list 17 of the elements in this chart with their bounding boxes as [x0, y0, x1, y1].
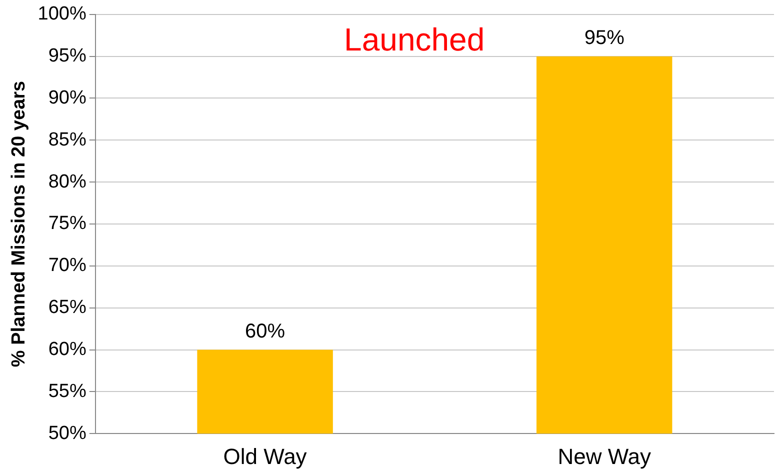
- y-tick-label: 75%: [48, 213, 86, 234]
- data-label: 60%: [245, 320, 286, 342]
- y-tick-label: 85%: [48, 129, 86, 150]
- y-tick-label: 65%: [48, 297, 86, 318]
- x-tick-label: Old Way: [223, 444, 307, 469]
- y-tick-label: 90%: [48, 87, 86, 108]
- annotation: Launched: [344, 21, 485, 58]
- y-tick-label: 55%: [48, 380, 86, 402]
- data-label: 95%: [584, 26, 625, 49]
- x-tick-label: New Way: [558, 444, 652, 469]
- y-tick-label: 50%: [48, 422, 86, 444]
- y-tick-label: 95%: [48, 46, 86, 67]
- y-tick-label: 60%: [48, 338, 86, 360]
- y-tick-label: 80%: [48, 171, 86, 192]
- y-axis-title: % Planned Missions in 20 years: [8, 80, 30, 368]
- y-tick-label: 100%: [38, 4, 86, 25]
- y-tick-label: 70%: [48, 255, 86, 276]
